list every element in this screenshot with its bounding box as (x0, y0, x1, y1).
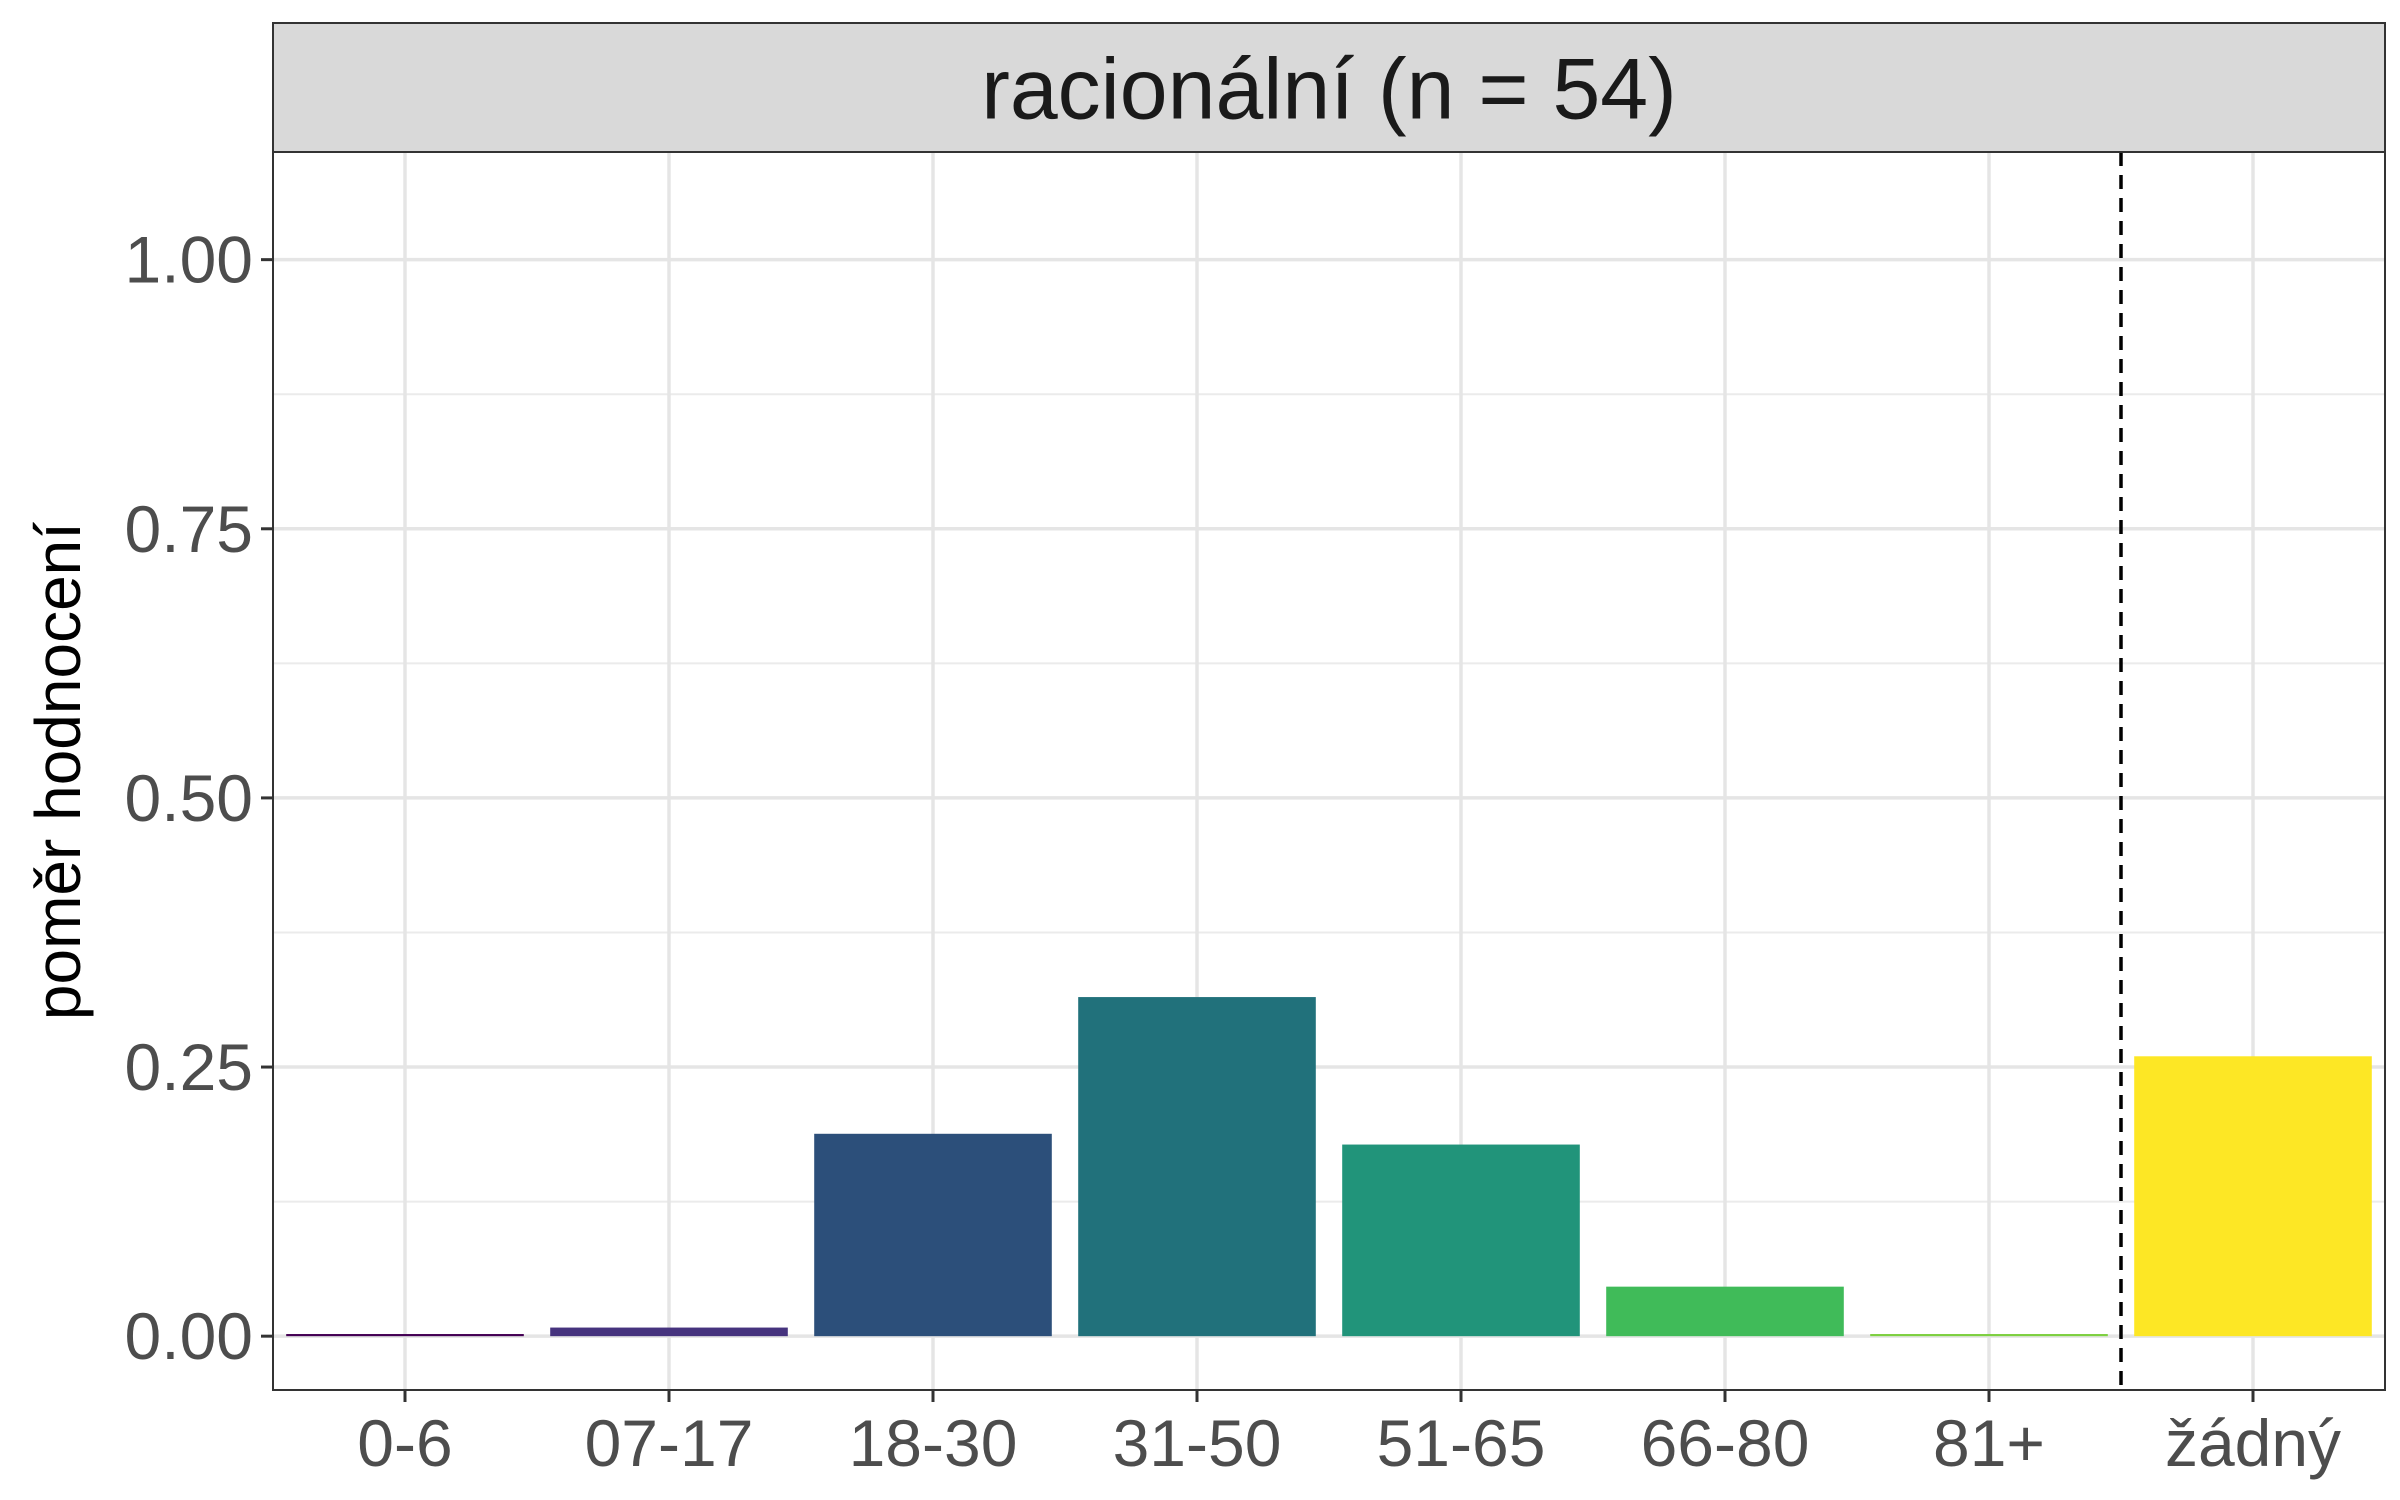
bar-18-30 (814, 1133, 1052, 1337)
x-tick-label: žádný (2165, 1406, 2341, 1480)
x-axis: 0-6 07-17 18-30 31-50 51-65 66-80 81+ žádný (357, 1390, 2341, 1480)
panel-strip (272, 22, 2386, 153)
y-tick-label: 1.00 (125, 223, 253, 297)
x-tick-label: 07-17 (585, 1406, 754, 1480)
bar-31-50 (1078, 997, 1316, 1337)
bars (286, 997, 2372, 1337)
bar-66-80 (1606, 1286, 1844, 1337)
y-tick-label: 0.00 (125, 1299, 253, 1373)
y-tick-label: 0.75 (125, 492, 253, 566)
bar-51-65 (1342, 1144, 1580, 1337)
y-axis-title: poměr hodnocení (22, 522, 94, 1020)
x-tick-label: 18-30 (849, 1406, 1018, 1480)
x-tick-label: 0-6 (357, 1406, 452, 1480)
bar-žádný (2134, 1056, 2372, 1337)
y-tick-label: 0.50 (125, 761, 253, 835)
major-gridlines (273, 152, 2385, 1390)
panel-title: racionální (n = 54) (981, 42, 1677, 138)
bar-07-17 (550, 1327, 788, 1337)
x-tick-label: 31-50 (1113, 1406, 1282, 1480)
y-axis: 0.00 0.25 0.50 0.75 1.00 (125, 223, 273, 1373)
bar-81+ (1870, 1334, 2108, 1337)
bar-0-6 (286, 1334, 524, 1337)
y-tick-label: 0.25 (125, 1030, 253, 1104)
x-tick-label: 66-80 (1641, 1406, 1810, 1480)
x-tick-label: 81+ (1933, 1406, 2045, 1480)
minor-gridlines (273, 393, 2385, 1203)
x-tick-label: 51-65 (1377, 1406, 1546, 1480)
